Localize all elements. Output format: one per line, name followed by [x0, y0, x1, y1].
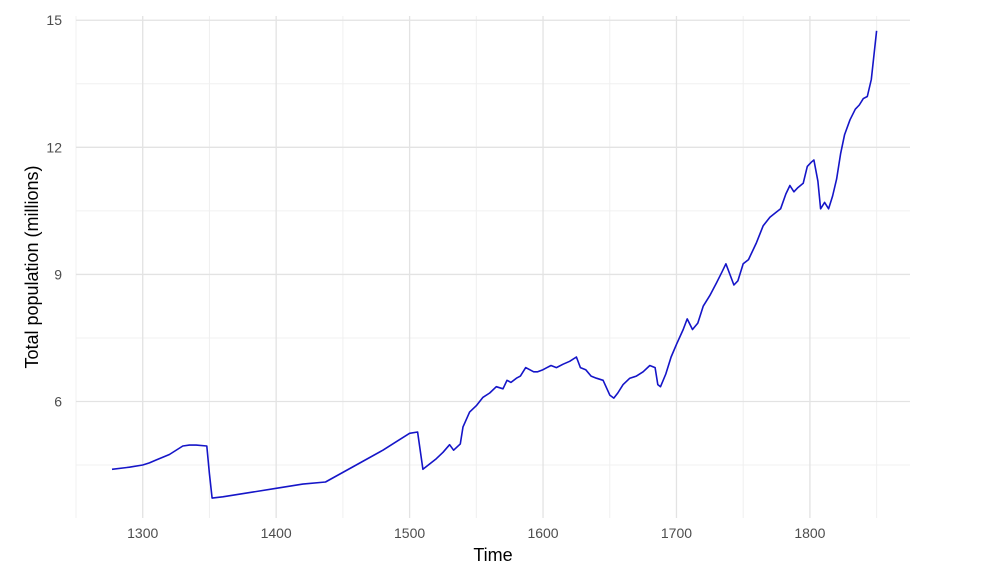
x-tick-label: 1300	[127, 525, 158, 541]
y-tick-label: 12	[46, 139, 62, 155]
x-axis-ticks: 1300 1400 1500 1600 1700 1800	[127, 525, 826, 541]
population-line	[111, 30, 878, 499]
major-gridlines	[76, 16, 910, 518]
y-axis-title: Total population (millions)	[22, 165, 42, 368]
y-tick-label: 15	[46, 12, 62, 28]
x-tick-label: 1600	[527, 525, 558, 541]
y-tick-label: 6	[54, 394, 62, 410]
minor-gridlines	[75, 16, 910, 518]
series-layer	[111, 30, 878, 499]
x-tick-label: 1800	[794, 525, 825, 541]
x-tick-label: 1400	[261, 525, 292, 541]
x-tick-label: 1500	[394, 525, 425, 541]
y-axis-ticks: 6 9 12 15	[46, 12, 62, 409]
x-axis-title: Time	[473, 545, 512, 565]
x-tick-label: 1700	[661, 525, 692, 541]
y-tick-label: 9	[54, 266, 62, 282]
